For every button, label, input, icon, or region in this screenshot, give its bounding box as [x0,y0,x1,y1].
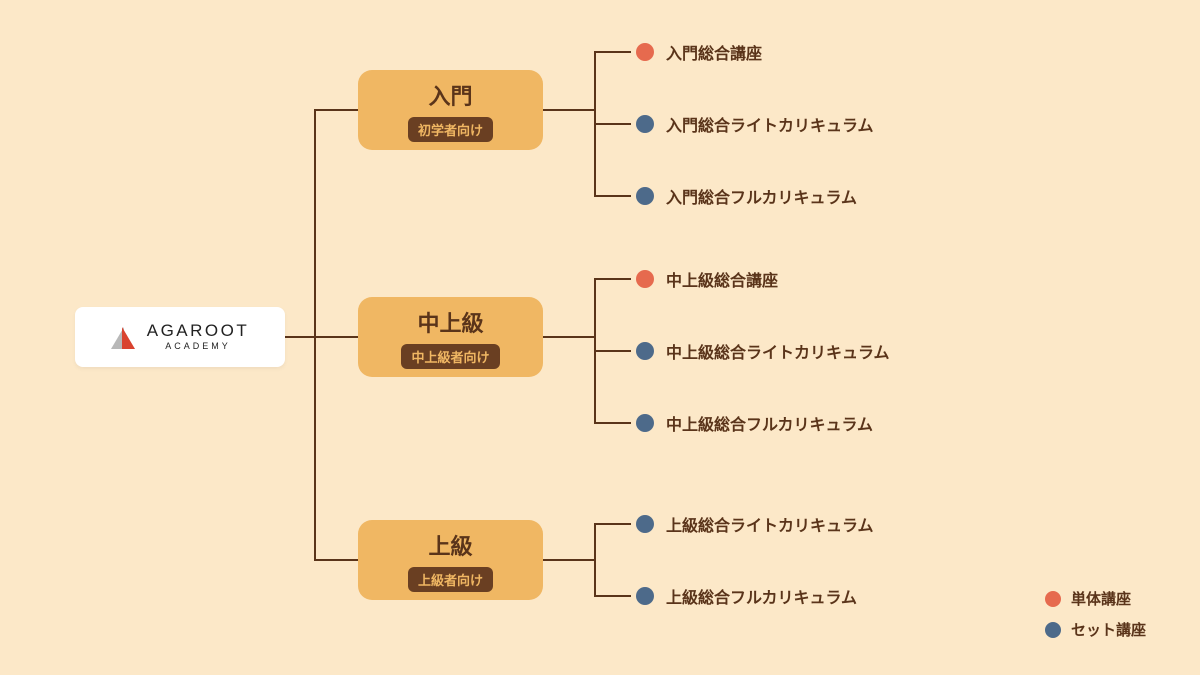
set-course-dot-icon [636,342,654,360]
legend-item: 単体講座 [1045,588,1146,609]
set-course-dot-icon [636,414,654,432]
legend-item: セット講座 [1045,619,1146,640]
course-label: 入門総合フルカリキュラム [666,184,857,208]
course-label: 中上級総合講座 [666,267,778,291]
course-label: 上級総合フルカリキュラム [666,584,857,608]
level-subtitle: 中上級者向け [401,344,499,369]
set-course-dot-icon [636,515,654,533]
level-subtitle: 上級者向け [408,567,493,592]
logo-sub: ACADEMY [147,342,250,352]
legend: 単体講座セット講座 [1045,588,1146,640]
course-label: 入門総合ライトカリキュラム [666,112,874,136]
course-label: 中上級総合フルカリキュラム [666,411,873,435]
set-course-dot-icon [636,587,654,605]
set-course-dot-icon [636,115,654,133]
course-label: 中上級総合ライトカリキュラム [666,339,890,363]
level-title: 入門 [428,79,472,111]
level-box: 入門初学者向け [358,70,543,150]
logo-main: AGAROOT [147,322,250,341]
course-item: 入門総合フルカリキュラム [636,184,857,208]
single-course-dot-icon [636,270,654,288]
legend-label: 単体講座 [1071,588,1131,609]
course-item: 中上級総合講座 [636,267,778,291]
level-title: 上級 [428,529,472,561]
course-label: 入門総合講座 [666,40,762,64]
course-item: 中上級総合フルカリキュラム [636,411,873,435]
single-course-dot-icon [636,43,654,61]
set-course-dot-icon [636,187,654,205]
level-box: 上級上級者向け [358,520,543,600]
logo-text: AGAROOTACADEMY [147,322,250,353]
level-box: 中上級中上級者向け [358,297,543,377]
legend-label: セット講座 [1071,619,1146,640]
level-title: 中上級 [417,306,483,338]
course-item: 入門総合講座 [636,40,762,64]
logo-card: AGAROOTACADEMY [75,307,285,367]
course-item: 上級総合ライトカリキュラム [636,512,874,536]
set-course-dot-icon [1045,622,1061,638]
single-course-dot-icon [1045,591,1061,607]
course-item: 入門総合ライトカリキュラム [636,112,874,136]
course-item: 中上級総合ライトカリキュラム [636,339,890,363]
level-subtitle: 初学者向け [408,117,493,142]
logo-icon [111,325,137,349]
course-item: 上級総合フルカリキュラム [636,584,857,608]
course-label: 上級総合ライトカリキュラム [666,512,874,536]
